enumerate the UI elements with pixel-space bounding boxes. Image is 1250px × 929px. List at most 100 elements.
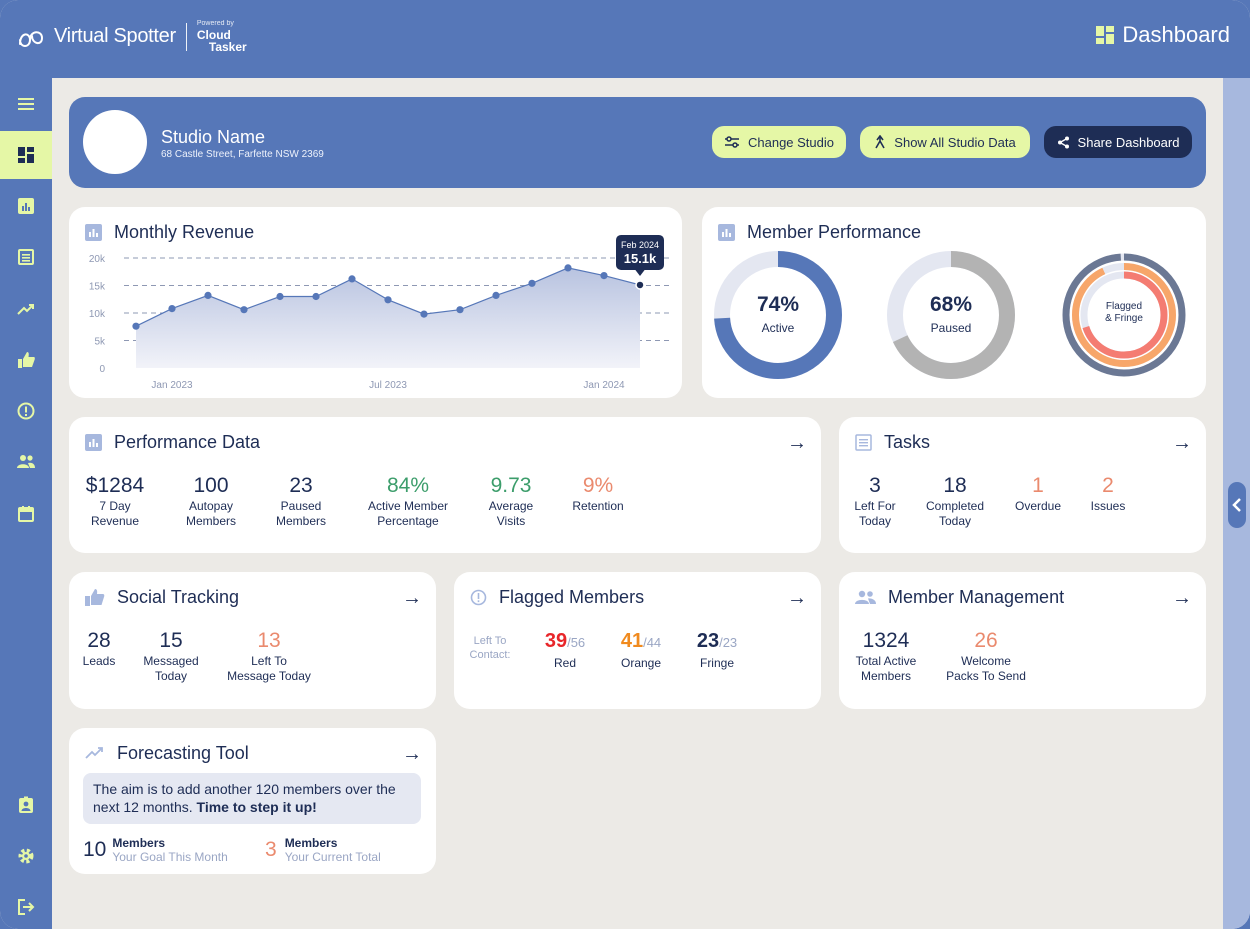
member-management-title: Member Management — [855, 587, 1064, 608]
stat-label: 7 Day Revenue — [90, 499, 140, 528]
sidebar-item-profile[interactable] — [0, 781, 52, 829]
bar-chart-icon — [85, 434, 102, 451]
cloud-text: Cloud — [196, 28, 231, 42]
tasks-card[interactable]: Tasks → 3 Left For Today 18 Completed Toda… — [839, 417, 1206, 553]
revenue-point — [384, 296, 392, 304]
member-management-arrow-icon[interactable]: → — [1172, 587, 1192, 609]
brand-logo[interactable]: Virtual Spotter Powered by Cloud Tasker — [16, 20, 247, 53]
member-management-card[interactable]: Member Management → 1324 Total Active Mem… — [839, 572, 1206, 709]
studio-avatar[interactable] — [83, 110, 147, 174]
revenue-point — [420, 310, 428, 318]
gear-icon — [18, 848, 34, 864]
sidebar-item-flagged[interactable] — [0, 387, 52, 435]
task-issues: 2 Issues — [1068, 475, 1148, 514]
red-total: /56 — [567, 635, 586, 650]
sidebar-item-calendar[interactable] — [0, 490, 52, 538]
stat-label: Welcome Packs To Send — [946, 654, 1026, 683]
forecast-message-emphasis: Time to step it up! — [196, 799, 317, 815]
welcome-packs-to-send: 26 Welcome Packs To Send — [936, 630, 1036, 684]
revenue-point-highlighted — [635, 280, 645, 290]
social-tracking-title: Social Tracking — [85, 587, 239, 608]
paused-donut-label: 68% Paused — [901, 293, 1001, 335]
goal-value: 10 — [83, 838, 107, 861]
change-studio-button[interactable]: Change Studio — [712, 126, 846, 158]
stat-label: Left To Message Today — [227, 654, 311, 683]
forecasting-tool-arrow-icon[interactable]: → — [402, 743, 422, 765]
paused-donut-arc — [887, 251, 1015, 379]
stat-average-visits: 9.73 Average Visits — [471, 475, 551, 529]
stat-value: 1 — [1032, 474, 1044, 497]
share-dashboard-button[interactable]: Share Dashboard — [1044, 126, 1192, 158]
trending-icon — [17, 304, 34, 315]
social-tracking-card[interactable]: Social Tracking → 28 Leads 15 Messaged To… — [69, 572, 436, 709]
forecasting-tool-card[interactable]: Forecasting Tool → The aim is to add ano… — [69, 728, 436, 874]
stat-label: Average Visits — [488, 499, 534, 528]
powered-by-block: Powered by Cloud Tasker — [197, 20, 247, 53]
stat-autopay-members: 100 Autopay Members — [171, 475, 251, 529]
active-donut-label: 74% Active — [728, 293, 828, 335]
task-completed-today: 18 Completed Today — [915, 475, 995, 529]
sidebar-item-members[interactable] — [0, 438, 52, 486]
orange-label: Orange — [620, 656, 662, 670]
stat-active-member-percentage: 84% Active Member Percentage — [358, 475, 458, 529]
performance-data-arrow-icon[interactable]: → — [787, 432, 807, 454]
fringe-label: Fringe — [699, 656, 734, 670]
alert-icon — [470, 589, 487, 606]
forecast-current: 3 Members Your Current Total — [265, 836, 381, 864]
sidebar — [0, 78, 52, 929]
sidebar-item-forecast[interactable] — [0, 285, 52, 333]
powered-by-text: Powered by — [196, 20, 234, 27]
brand-name: Virtual Spotter — [54, 25, 176, 47]
flagged-red: 39/56 Red — [532, 630, 598, 671]
revenue-point — [240, 306, 248, 314]
change-studio-label: Change Studio — [747, 134, 834, 150]
sidebar-item-logout[interactable] — [0, 883, 52, 929]
stat-value: 100 — [193, 474, 229, 497]
paused-label: Paused — [930, 321, 972, 335]
paused-percent: 68% — [929, 293, 973, 316]
monthly-revenue-title-text: Monthly Revenue — [114, 222, 255, 242]
social-leads: 28 Leads — [69, 630, 129, 669]
stat-label: Left For Today — [854, 499, 896, 528]
chevron-left-icon — [1232, 498, 1241, 512]
thumbs-up-icon — [85, 589, 105, 606]
revenue-point — [456, 306, 464, 314]
stat-label: Completed Today — [925, 499, 985, 528]
brand-divider — [185, 22, 187, 51]
performance-data-card[interactable]: Performance Data → $1284 7 Day Revenue 10… — [69, 417, 821, 553]
flagged-members-card[interactable]: Flagged Members → Left To Contact: 39/56 … — [454, 572, 821, 709]
show-all-label: Show All Studio Data — [894, 134, 1016, 150]
member-performance-title: Member Performance — [718, 222, 921, 243]
red-count: 39 — [544, 630, 568, 652]
forecasting-tool-title: Forecasting Tool — [85, 743, 249, 764]
tasks-title-text: Tasks — [884, 432, 931, 452]
merge-icon — [875, 135, 885, 149]
calendar-icon — [18, 506, 34, 522]
page-title-text: Dashboard — [1122, 22, 1230, 47]
sidebar-item-reports[interactable] — [0, 182, 52, 230]
x-tick-label: Jul 2023 — [369, 380, 407, 391]
y-tick-label: 0 — [99, 364, 105, 375]
collapse-panel-button[interactable] — [1228, 482, 1246, 528]
bar-chart-icon — [718, 224, 735, 241]
show-all-studio-data-button[interactable]: Show All Studio Data — [860, 126, 1030, 158]
stat-value: 3 — [869, 474, 881, 497]
flagged-orange: 41/44 Orange — [608, 630, 674, 671]
sidebar-item-dashboard[interactable] — [0, 131, 52, 179]
member-performance-card: Member Performance 74% Active 68% Paused… — [702, 207, 1206, 398]
stat-retention: 9% Retention — [558, 475, 638, 514]
flagged-members-title: Flagged Members — [470, 587, 644, 608]
share-icon — [1057, 136, 1069, 148]
sidebar-item-social[interactable] — [0, 336, 52, 384]
flagged-fringe: 23/23 Fringe — [684, 630, 750, 671]
sidebar-item-lists[interactable] — [0, 233, 52, 281]
tasks-arrow-icon[interactable]: → — [1172, 432, 1192, 454]
social-tracking-arrow-icon[interactable]: → — [402, 587, 422, 609]
sidebar-menu[interactable] — [0, 80, 52, 128]
sidebar-item-settings[interactable] — [0, 832, 52, 880]
social-left-to-message: 13 Left To Message Today — [219, 630, 319, 684]
monthly-revenue-chart: 0 5k 10k 15k 20k Jan 2023 Jul 2023 Jan 2024 Feb … — [89, 234, 669, 391]
flagged-label: Flagged — [1105, 301, 1143, 312]
flagged-members-arrow-icon[interactable]: → — [787, 587, 807, 609]
